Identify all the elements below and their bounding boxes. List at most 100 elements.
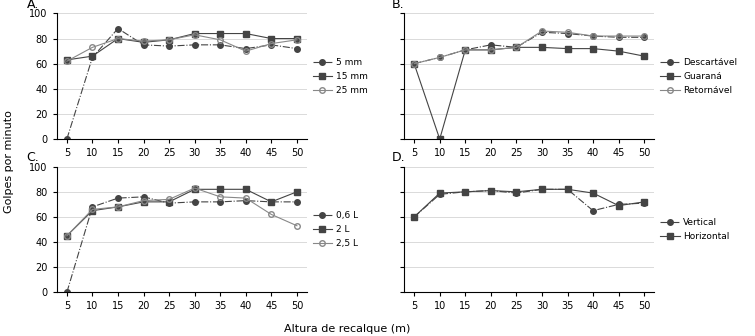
- 2,5 L: [88, 207, 97, 211]
- 0,6 L: [292, 200, 301, 204]
- Guaraná: [538, 45, 547, 49]
- Vertical: [538, 187, 547, 191]
- Text: B.: B.: [391, 0, 404, 11]
- 2,5 L: [292, 224, 301, 228]
- Retornável: [563, 30, 572, 34]
- Descartável: [639, 35, 649, 39]
- 2,5 L: [63, 234, 72, 238]
- 5 mm: [216, 43, 225, 47]
- Line: 0,6 L: 0,6 L: [64, 194, 300, 295]
- 25 mm: [113, 37, 122, 41]
- Line: Descartável: Descartável: [411, 30, 647, 67]
- Guaraná: [486, 48, 495, 52]
- Descartável: [563, 32, 572, 36]
- Guaraná: [639, 54, 649, 58]
- 5 mm: [292, 47, 301, 51]
- Vertical: [639, 201, 649, 205]
- Descartável: [461, 48, 470, 52]
- 2,5 L: [190, 186, 199, 190]
- 0,6 L: [165, 201, 174, 205]
- Horizontal: [512, 190, 521, 194]
- 15 mm: [216, 32, 225, 36]
- 2,5 L: [113, 205, 122, 209]
- Legend: 0,6 L, 2 L, 2,5 L: 0,6 L, 2 L, 2,5 L: [312, 210, 359, 249]
- 2,5 L: [267, 212, 276, 216]
- 0,6 L: [113, 196, 122, 200]
- 2 L: [113, 205, 122, 209]
- Retornável: [512, 45, 521, 49]
- 0,6 L: [216, 200, 225, 204]
- Vertical: [435, 192, 444, 196]
- Vertical: [461, 190, 470, 194]
- 5 mm: [139, 43, 148, 47]
- Horizontal: [435, 191, 444, 195]
- Guaraná: [614, 49, 623, 53]
- 0,6 L: [63, 290, 72, 294]
- 0,6 L: [267, 200, 276, 204]
- 2,5 L: [165, 197, 174, 201]
- Line: 15 mm: 15 mm: [64, 31, 300, 63]
- Horizontal: [563, 187, 572, 191]
- Descartável: [538, 30, 547, 34]
- 2,5 L: [139, 199, 148, 203]
- 2 L: [190, 187, 199, 191]
- Horizontal: [614, 204, 623, 208]
- Retornável: [486, 48, 495, 52]
- Vertical: [486, 188, 495, 193]
- Legend: Descartável, Guaraná, Retornável: Descartável, Guaraná, Retornável: [659, 57, 738, 96]
- 2 L: [165, 200, 174, 204]
- Descartável: [410, 62, 419, 66]
- 2,5 L: [216, 195, 225, 199]
- Text: D.: D.: [391, 151, 405, 164]
- Legend: Vertical, Horizontal: Vertical, Horizontal: [659, 217, 731, 242]
- Line: 2 L: 2 L: [64, 186, 300, 239]
- 25 mm: [165, 38, 174, 42]
- Horizontal: [589, 191, 598, 195]
- 15 mm: [113, 37, 122, 41]
- Horizontal: [639, 200, 649, 204]
- 0,6 L: [242, 199, 251, 203]
- 25 mm: [292, 38, 301, 42]
- 15 mm: [88, 54, 97, 58]
- 25 mm: [242, 49, 251, 53]
- Retornável: [538, 29, 547, 33]
- 25 mm: [267, 42, 276, 46]
- Guaraná: [410, 62, 419, 66]
- Line: 25 mm: 25 mm: [64, 32, 300, 64]
- Horizontal: [486, 188, 495, 193]
- Guaraná: [461, 48, 470, 52]
- Horizontal: [538, 187, 547, 191]
- 2 L: [267, 200, 276, 204]
- Legend: 5 mm, 15 mm, 25 mm: 5 mm, 15 mm, 25 mm: [312, 57, 368, 96]
- Descartável: [435, 55, 444, 59]
- 2 L: [88, 209, 97, 213]
- 15 mm: [292, 37, 301, 41]
- Descartável: [614, 35, 623, 39]
- 5 mm: [88, 55, 97, 59]
- Text: C.: C.: [26, 151, 39, 164]
- 5 mm: [242, 47, 251, 51]
- Guaraná: [512, 45, 521, 49]
- Line: Guaraná: Guaraná: [411, 45, 647, 142]
- Guaraná: [589, 47, 598, 51]
- 2 L: [242, 187, 251, 191]
- Descartável: [512, 45, 521, 49]
- 2 L: [216, 187, 225, 191]
- Vertical: [589, 209, 598, 213]
- 15 mm: [242, 32, 251, 36]
- 25 mm: [216, 38, 225, 42]
- Text: Golpes por minuto: Golpes por minuto: [4, 110, 14, 213]
- Guaraná: [435, 137, 444, 141]
- Line: Vertical: Vertical: [411, 186, 647, 220]
- Retornável: [461, 48, 470, 52]
- 15 mm: [267, 37, 276, 41]
- Retornável: [589, 34, 598, 38]
- 5 mm: [63, 137, 72, 141]
- Retornável: [410, 62, 419, 66]
- Retornável: [639, 34, 649, 38]
- Text: Altura de recalque (m): Altura de recalque (m): [284, 324, 411, 334]
- 5 mm: [190, 43, 199, 47]
- 0,6 L: [139, 195, 148, 199]
- Line: 5 mm: 5 mm: [64, 26, 300, 142]
- Vertical: [410, 215, 419, 219]
